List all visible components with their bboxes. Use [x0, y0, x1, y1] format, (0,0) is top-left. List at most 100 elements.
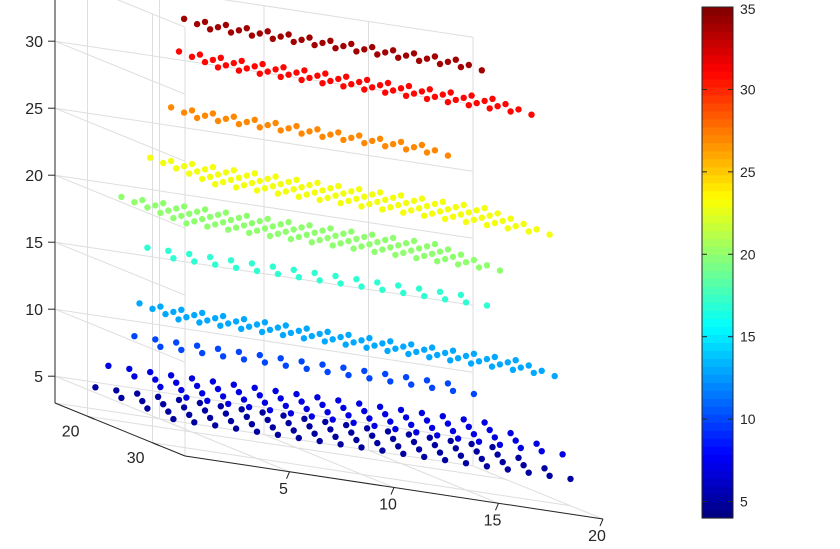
scatter-point	[285, 125, 292, 132]
scatter-point	[282, 228, 289, 235]
scatter-point	[186, 250, 193, 258]
scatter-point	[488, 363, 496, 370]
scatter-point	[462, 352, 470, 360]
scatter-point	[408, 341, 415, 348]
scatter-point	[306, 181, 313, 189]
scatter-point	[240, 316, 248, 323]
scatter-point	[335, 182, 342, 190]
scatter-point	[256, 124, 263, 131]
scatter-point	[219, 353, 227, 360]
scatter-point	[139, 397, 146, 405]
scatter-point	[428, 424, 436, 432]
scatter-point	[222, 169, 230, 176]
scatter-point	[329, 242, 336, 249]
z-tick-label: 5	[34, 369, 43, 386]
scatter-point	[256, 392, 263, 399]
scatter-point	[395, 201, 402, 209]
z-tick-label: 10	[25, 302, 43, 319]
scatter-point	[308, 239, 315, 246]
scatter-point	[374, 51, 381, 58]
scatter-point	[462, 259, 470, 266]
scatter-point	[232, 224, 240, 231]
scatter-point	[196, 319, 203, 326]
colorbar-segment	[702, 174, 733, 184]
scatter-point	[454, 261, 462, 268]
scatter-point	[293, 390, 300, 398]
colorbar-segment	[702, 270, 733, 280]
scatter-point	[183, 394, 190, 401]
scatter-point	[475, 358, 483, 365]
scatter-point	[306, 128, 313, 135]
scatter-point	[470, 390, 478, 398]
scatter-point	[436, 60, 444, 68]
scatter-point	[162, 310, 169, 318]
scatter-point	[256, 30, 263, 37]
scatter-point	[444, 152, 452, 159]
scatter-point	[345, 412, 352, 419]
scatter-point	[277, 395, 284, 402]
scatter-point	[478, 455, 485, 463]
scatter-point	[314, 394, 321, 401]
scatter-point	[478, 67, 485, 74]
scatter-point	[369, 84, 376, 91]
scatter-point	[327, 37, 334, 44]
scatter-point	[502, 100, 509, 108]
scatter-point	[428, 210, 436, 217]
scatter-point	[298, 358, 305, 365]
scatter-point	[457, 251, 465, 258]
scatter-point	[277, 73, 284, 81]
scatter-point	[392, 345, 399, 352]
scatter-point	[230, 113, 237, 120]
scatter-point	[175, 396, 183, 404]
scatter-point	[475, 438, 483, 445]
scatter-point	[196, 399, 204, 407]
colorbar-segment	[702, 78, 733, 88]
y-tick-mark	[87, 415, 95, 420]
scatter-point	[199, 349, 206, 357]
scatter-point	[322, 418, 329, 426]
scatter-point	[483, 463, 491, 470]
scatter-point	[274, 270, 282, 278]
scatter-point	[204, 223, 211, 230]
scatter-point	[410, 197, 418, 204]
scatter-point	[489, 95, 496, 103]
scatter-point	[374, 238, 381, 246]
scatter-point	[272, 119, 279, 127]
scatter-point	[253, 321, 261, 328]
scatter-point	[449, 253, 457, 261]
scatter-point	[251, 170, 258, 177]
colorbar-segment	[702, 14, 733, 24]
scatter-point	[201, 407, 209, 414]
scatter-point	[199, 309, 206, 317]
scatter-point	[285, 71, 292, 78]
scatter-point	[277, 180, 284, 188]
scatter-point	[348, 134, 355, 141]
scatter-point	[272, 66, 279, 73]
scatter-point	[272, 387, 279, 395]
scatter-point	[235, 214, 243, 222]
scatter-point	[113, 387, 120, 394]
scatter-point	[460, 94, 467, 102]
scatter-point	[525, 469, 532, 476]
scatter-point	[175, 316, 182, 323]
x-tick-mark	[495, 503, 499, 511]
colorbar-segment	[702, 238, 733, 248]
scatter-point	[449, 387, 457, 395]
scatter-point	[483, 355, 491, 363]
x-tick-label: 10	[379, 497, 397, 514]
scatter-point	[256, 177, 263, 185]
scatter-point	[389, 435, 397, 443]
scatter-point	[295, 193, 302, 200]
scatter-point	[515, 454, 522, 461]
scatter-point	[165, 247, 172, 254]
scatter-point	[439, 91, 446, 98]
scatter-point	[222, 209, 230, 216]
scatter-point	[507, 108, 514, 115]
scatter-point	[154, 393, 162, 400]
scatter-point	[227, 417, 235, 425]
scatter-point	[167, 104, 175, 111]
scatter-point	[343, 421, 350, 429]
scatter-point	[126, 365, 133, 373]
scatter-point	[525, 228, 532, 235]
scatter-point	[350, 419, 357, 426]
